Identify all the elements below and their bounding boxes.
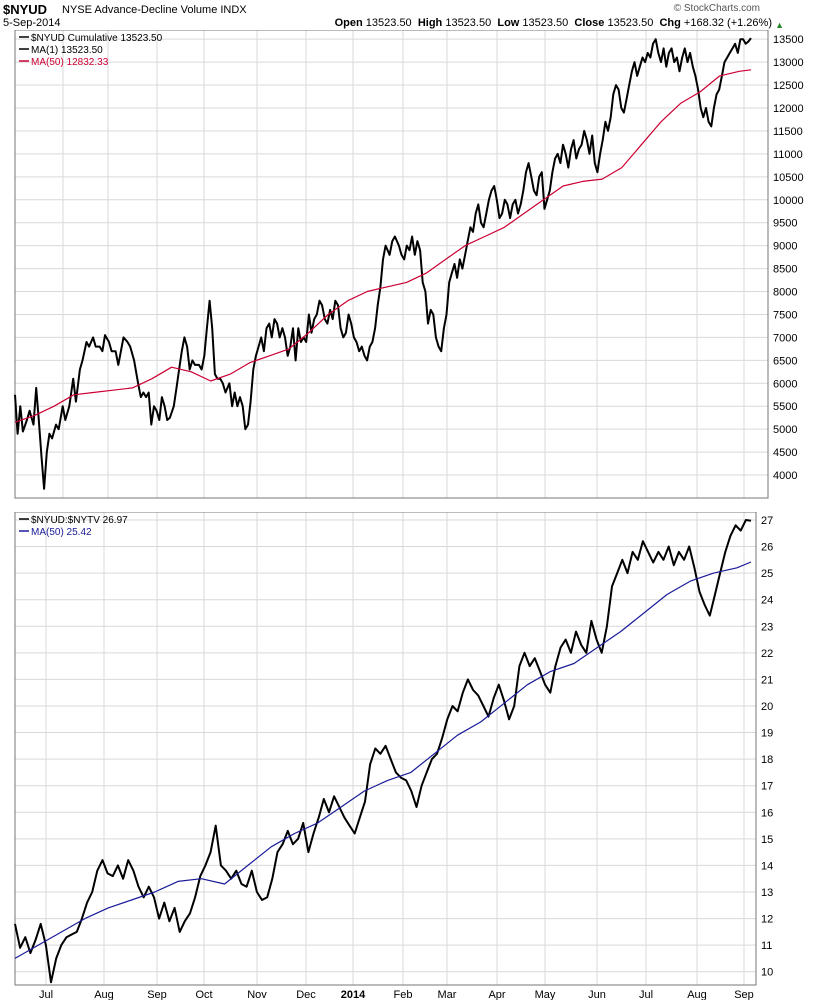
high-value: 13523.50	[445, 17, 492, 29]
close-label: Close	[574, 17, 605, 29]
y-tick-label: 12	[761, 914, 773, 926]
x-tick-label: Aug	[94, 989, 114, 1000]
x-tick-label: Sep	[734, 989, 754, 1000]
open-value: 13523.50	[365, 17, 412, 29]
low-label: Low	[497, 17, 520, 29]
legend-entry: $NYUD Cumulative 13523.50	[31, 33, 163, 44]
chg-label: Chg	[659, 17, 681, 29]
y-tick-label: 18	[761, 754, 773, 766]
high-label: High	[417, 17, 443, 29]
x-tick-label: Feb	[394, 989, 413, 1000]
symbol-title: $NYUD	[3, 2, 48, 17]
legend-entry: MA(50) 25.42	[31, 527, 92, 538]
legend-entry: MA(50) 12832.33	[31, 57, 109, 68]
legend-entry: $NYUD:$NYTV 26.97	[31, 515, 128, 526]
y-tick-label: 26	[761, 542, 773, 554]
y-tick-label: 9000	[773, 241, 797, 253]
x-tick-label: Dec	[296, 989, 316, 1000]
close-value: 13523.50	[607, 17, 654, 29]
quote-bar: 5-Sep-2014 Open 13523.50 High 13523.50 L…	[0, 17, 820, 31]
y-tick-label: 24	[761, 595, 773, 607]
chart-header: $NYUD NYSE Advance-Decline Volume INDX ©…	[0, 2, 820, 18]
y-tick-label: 6500	[773, 355, 797, 367]
x-tick-label: 2014	[341, 989, 366, 1000]
y-tick-label: 7000	[773, 332, 797, 344]
ma50-line	[14, 561, 752, 959]
ohlc-quote: Open 13523.50 High 13523.50 Low 13523.50…	[335, 17, 772, 29]
y-tick-label: 14	[761, 860, 773, 872]
y-tick-label: 19	[761, 728, 773, 740]
y-tick-label: 10500	[773, 172, 804, 184]
y-tick-label: 20	[761, 701, 773, 713]
x-tick-label: May	[535, 989, 556, 1000]
nyud-nytv-ratio-chart: 10 11 12 13 14 15 16 17 18 19 20 21 22 23 24 25 26 27 Jul A…	[14, 512, 773, 1000]
y-tick-label: 12000	[773, 103, 804, 115]
y-tick-label: 10	[761, 967, 773, 979]
y-tick-label: 11	[761, 940, 772, 952]
y-tick-label: 10000	[773, 195, 804, 207]
y-tick-label: 12500	[773, 80, 804, 92]
y-tick-label: 22	[761, 648, 773, 660]
y-tick-label: 6000	[773, 378, 797, 390]
y-tick-label: 17	[761, 781, 773, 793]
y-tick-label: 25	[761, 568, 773, 580]
plot-frame	[14, 512, 757, 986]
y-tick-label: 5500	[773, 401, 797, 413]
y-tick-label: 11000	[773, 149, 803, 161]
open-label: Open	[334, 17, 363, 29]
grid-lines	[15, 30, 768, 498]
y-tick-label: 15	[761, 834, 773, 846]
x-tick-label: Jun	[588, 989, 606, 1000]
y-tick-label: 11500	[773, 126, 803, 138]
y-tick-label: 21	[761, 674, 773, 686]
up-triangle-icon: ▲	[775, 20, 784, 30]
price-line	[14, 519, 752, 984]
y-tick-label: 4000	[773, 470, 797, 482]
y-tick-label: 8000	[773, 287, 797, 299]
date-label: 5-Sep-2014	[3, 17, 61, 29]
x-tick-label: Jul	[39, 989, 53, 1000]
nyud-cumulative-chart: 4000 4500 5000 5500 6000 6500 7000 7500 8000 8500…	[14, 30, 804, 499]
chg-value: +168.32 (+1.26%)	[683, 17, 772, 29]
y-tick-label: 13000	[773, 57, 804, 69]
legend-entry: MA(1) 13523.50	[31, 45, 103, 56]
plot-frame	[14, 30, 769, 499]
y-tick-label: 27	[761, 515, 773, 527]
y-tick-label: 4500	[773, 447, 797, 459]
x-tick-label: Apr	[488, 989, 505, 1000]
x-tick-label: Sep	[147, 989, 167, 1000]
y-tick-label: 13500	[773, 34, 804, 46]
ma50-line	[14, 69, 752, 423]
y-tick-label: 9500	[773, 218, 797, 230]
price-line	[14, 37, 752, 490]
y-tick-label: 5000	[773, 424, 797, 436]
y-tick-label: 13	[761, 887, 773, 899]
x-tick-label: Oct	[195, 989, 212, 1000]
low-value: 13523.50	[522, 17, 569, 29]
x-tick-label: Nov	[247, 989, 267, 1000]
x-tick-label: Aug	[687, 989, 707, 1000]
y-tick-label: 8500	[773, 264, 797, 276]
y-tick-label: 23	[761, 621, 773, 633]
brand-label[interactable]: © StockCharts.com	[673, 3, 760, 14]
grid-lines	[15, 512, 756, 985]
x-tick-label: Jul	[639, 989, 653, 1000]
y-tick-label: 7500	[773, 309, 797, 321]
x-tick-label: Mar	[438, 989, 457, 1000]
symbol-description: NYSE Advance-Decline Volume INDX	[62, 4, 247, 16]
y-tick-label: 16	[761, 807, 773, 819]
